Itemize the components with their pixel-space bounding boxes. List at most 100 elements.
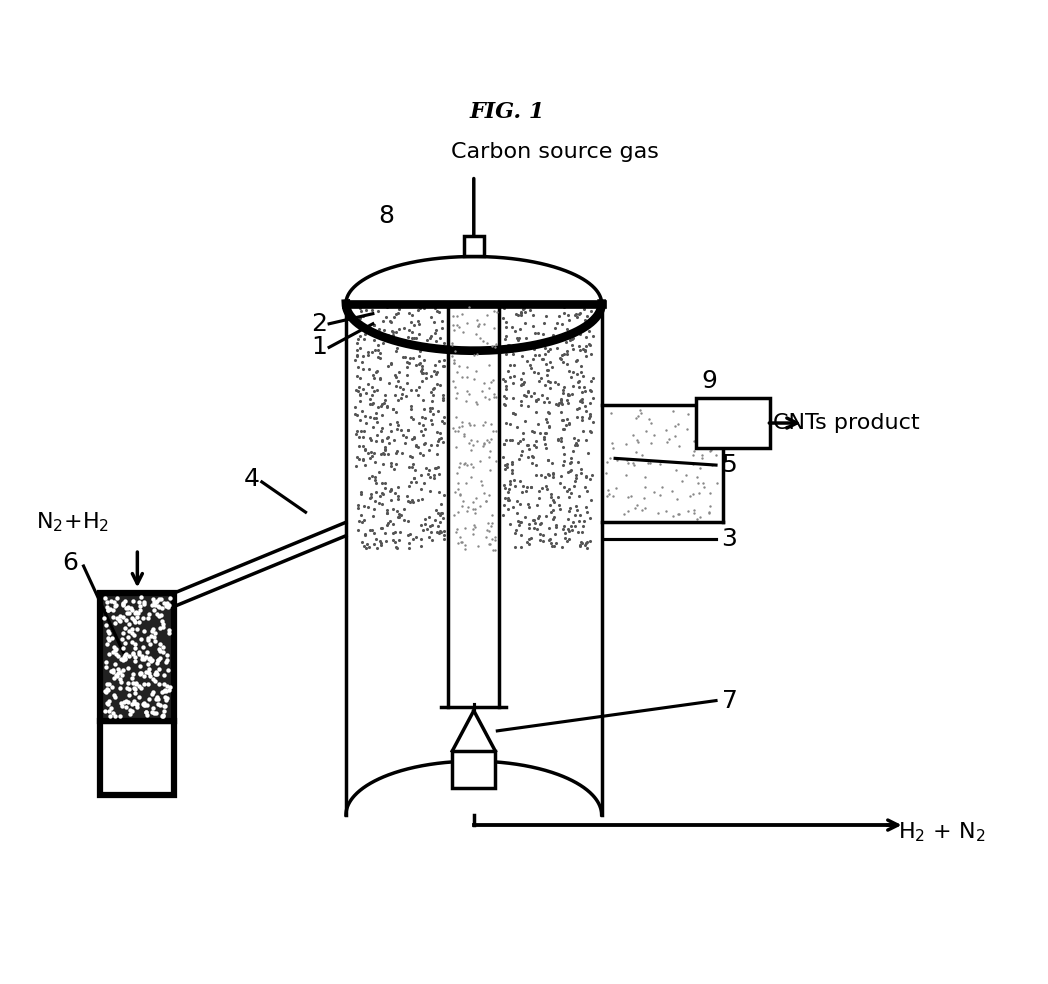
Point	[547, 519, 564, 534]
Point	[502, 476, 519, 492]
Point	[407, 462, 423, 478]
Point	[139, 676, 156, 692]
Point	[423, 400, 440, 416]
Point	[701, 444, 718, 460]
Point	[124, 697, 140, 712]
Point	[410, 492, 427, 508]
Point	[561, 416, 577, 432]
Point	[109, 610, 126, 626]
Point	[466, 505, 483, 521]
Point	[468, 538, 485, 554]
Point	[515, 425, 531, 441]
Point	[415, 427, 432, 443]
Point	[447, 409, 464, 425]
Point	[369, 427, 386, 443]
Point	[144, 686, 160, 702]
Point	[107, 641, 124, 656]
Point	[453, 418, 470, 434]
Point	[501, 416, 518, 432]
Point	[534, 526, 551, 542]
Point	[403, 325, 420, 340]
Point	[147, 706, 163, 721]
Point	[428, 461, 444, 476]
Point	[421, 331, 438, 346]
Point	[374, 457, 391, 472]
Point	[369, 382, 386, 398]
Point	[412, 531, 429, 547]
Point	[546, 320, 563, 336]
Point	[387, 387, 403, 402]
Point	[369, 342, 386, 358]
Point	[568, 408, 585, 424]
Point	[505, 368, 522, 384]
Point	[414, 361, 431, 377]
Point	[102, 707, 118, 723]
Point	[664, 402, 681, 418]
Point	[364, 396, 380, 411]
Point	[510, 452, 527, 467]
Point	[652, 457, 669, 472]
Point	[503, 432, 520, 448]
Point	[375, 447, 392, 462]
Point	[545, 512, 562, 527]
Point	[504, 405, 521, 421]
Point	[517, 483, 533, 499]
Point	[658, 434, 675, 450]
Point	[353, 402, 370, 418]
Point	[562, 463, 578, 479]
Point	[430, 505, 446, 521]
Point	[366, 370, 383, 386]
Point	[545, 538, 562, 554]
Point	[450, 423, 466, 439]
Point	[135, 668, 152, 684]
Point	[455, 324, 472, 339]
Point	[475, 436, 492, 452]
Point	[506, 406, 523, 422]
Point	[398, 367, 415, 383]
Point	[450, 481, 466, 497]
Point	[154, 616, 171, 632]
Point	[371, 344, 388, 360]
Point	[119, 599, 136, 615]
Point	[505, 405, 522, 421]
Point	[582, 511, 598, 526]
Point	[560, 396, 576, 411]
Point	[537, 377, 553, 393]
Point	[547, 517, 564, 532]
Point	[115, 649, 132, 665]
Point	[374, 486, 391, 502]
Point	[367, 469, 384, 485]
Point	[445, 352, 462, 368]
Point	[114, 652, 131, 668]
Point	[449, 309, 465, 325]
Point	[140, 661, 157, 677]
Point	[389, 540, 406, 556]
Point	[572, 358, 589, 374]
Point	[151, 697, 168, 712]
Point	[370, 321, 387, 337]
Point	[415, 475, 432, 491]
Point	[568, 503, 585, 519]
Point	[563, 370, 580, 386]
Point	[367, 410, 384, 426]
Point	[373, 520, 390, 535]
Point	[395, 336, 412, 351]
Point	[524, 337, 541, 352]
Point	[364, 344, 380, 360]
Point	[537, 478, 553, 494]
Point	[354, 348, 371, 364]
Point	[389, 373, 406, 389]
Point	[362, 409, 378, 425]
Point	[100, 602, 116, 618]
Point	[582, 405, 598, 421]
Point	[512, 514, 529, 529]
Point	[116, 635, 133, 650]
Point	[550, 498, 567, 514]
Point	[498, 315, 515, 331]
Point	[127, 605, 144, 621]
Point	[539, 362, 555, 378]
Point	[389, 340, 406, 356]
Point	[117, 612, 134, 628]
Point	[130, 678, 147, 694]
Point	[111, 612, 128, 628]
